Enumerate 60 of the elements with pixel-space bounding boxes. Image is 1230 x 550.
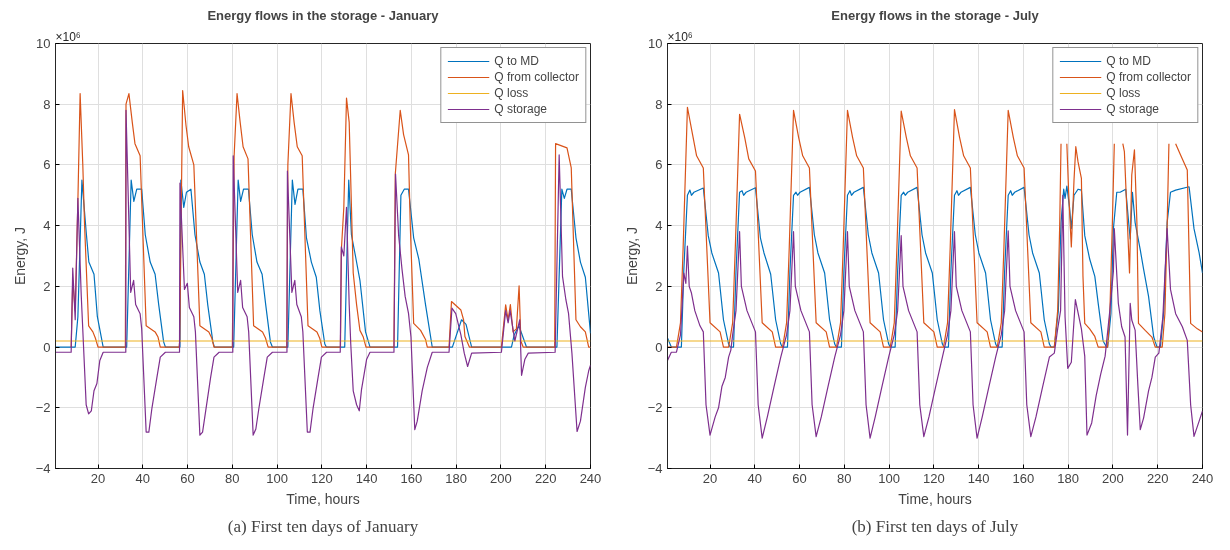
legend-label: Q loss bbox=[1106, 86, 1141, 100]
x-tick-label: 80 bbox=[225, 470, 240, 486]
y-tick-label: 6 bbox=[655, 157, 663, 173]
x-tick-label: 160 bbox=[400, 470, 423, 486]
legend-label: Q from collector bbox=[1106, 70, 1191, 84]
y-tick-label: 10 bbox=[648, 36, 663, 51]
y-tick-label: −2 bbox=[647, 400, 663, 416]
x-tick-label: 80 bbox=[837, 470, 852, 486]
chart-title: Energy flows in the storage - January bbox=[207, 7, 440, 23]
y-tick-label: 2 bbox=[43, 278, 51, 294]
x-tick-label: 180 bbox=[1057, 470, 1080, 486]
x-tick-label: 140 bbox=[967, 470, 990, 486]
x-tick-label: 20 bbox=[702, 470, 718, 486]
y-tick-label: 6 bbox=[43, 157, 51, 173]
x-tick-label: 160 bbox=[1012, 470, 1035, 486]
y-tick-label: 2 bbox=[655, 278, 663, 294]
x-tick-label: 240 bbox=[579, 470, 602, 486]
x-tick-label: 140 bbox=[355, 470, 378, 486]
x-tick-label: 240 bbox=[1191, 470, 1214, 486]
y-tick-label: 8 bbox=[43, 96, 51, 112]
x-tick-label: 40 bbox=[135, 470, 151, 486]
y-tick-label: 4 bbox=[43, 218, 51, 234]
line-series bbox=[667, 185, 1203, 348]
x-tick-label: 200 bbox=[1102, 470, 1124, 486]
x-tick-label: 220 bbox=[534, 470, 557, 486]
x-tick-label: 200 bbox=[490, 470, 512, 486]
x-axis-title: Time, hours bbox=[898, 490, 972, 507]
legend-label: Q from collector bbox=[494, 70, 579, 84]
x-tick-label: 60 bbox=[792, 470, 807, 486]
y-tick-label: 0 bbox=[655, 339, 663, 355]
x-tick-label: 220 bbox=[1146, 470, 1169, 486]
y-tick-label: 10 bbox=[36, 36, 51, 51]
y-tick-label: 4 bbox=[655, 218, 663, 234]
annotation: ×10⁶ bbox=[55, 29, 81, 44]
y-tick-label: −2 bbox=[35, 400, 51, 416]
legend-label: Q loss bbox=[494, 86, 529, 100]
x-tick-label: 100 bbox=[878, 470, 900, 486]
x-axis-title: Time, hours bbox=[286, 490, 360, 507]
y-tick-label: −4 bbox=[35, 461, 51, 476]
x-tick-label: 40 bbox=[747, 470, 763, 486]
y-axis-title: Energy, J bbox=[623, 226, 640, 286]
legend-label: Q to MD bbox=[494, 54, 539, 68]
x-tick-label: 20 bbox=[90, 470, 106, 486]
y-tick-label: −4 bbox=[647, 461, 663, 476]
y-axis-title: Energy, J bbox=[11, 226, 28, 286]
legend-label: Q to MD bbox=[1106, 54, 1151, 68]
x-tick-label: 120 bbox=[923, 470, 945, 486]
x-tick-label: 180 bbox=[445, 470, 468, 486]
text: (b) First ten days of July bbox=[851, 516, 1019, 536]
chart-title: Energy flows in the storage - July bbox=[831, 7, 1040, 23]
line-series bbox=[667, 194, 1203, 439]
y-tick-label: 8 bbox=[655, 96, 663, 112]
x-tick-label: 100 bbox=[266, 470, 288, 486]
x-tick-label: 120 bbox=[311, 470, 333, 486]
x-tick-label: 60 bbox=[180, 470, 195, 486]
text: (a) First ten days of January bbox=[227, 516, 419, 536]
y-tick-label: 0 bbox=[43, 339, 51, 355]
legend-label: Q storage bbox=[494, 102, 548, 116]
annotation: ×10⁶ bbox=[667, 29, 693, 44]
legend-label: Q storage bbox=[1106, 102, 1160, 116]
